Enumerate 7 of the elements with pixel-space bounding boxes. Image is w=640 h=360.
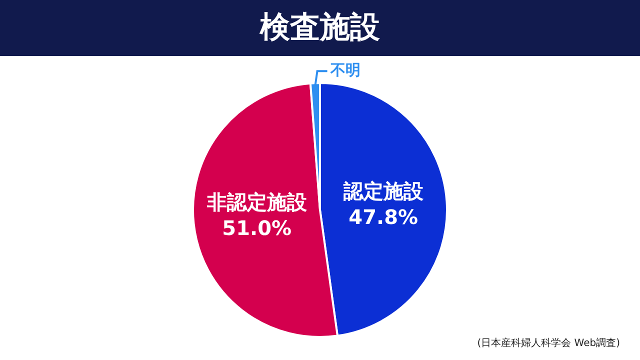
slice-label: 非認定施設 xyxy=(206,190,308,214)
data-label: 51.0% xyxy=(222,216,292,240)
slice-label: 不明 xyxy=(329,60,360,79)
data-label: 47.8% xyxy=(348,204,418,229)
chart-title: 検査施設 xyxy=(0,0,640,56)
text: (日本産科婦人科学会 Web調査) xyxy=(477,336,620,350)
slice-label: 認定施設 xyxy=(342,178,424,203)
